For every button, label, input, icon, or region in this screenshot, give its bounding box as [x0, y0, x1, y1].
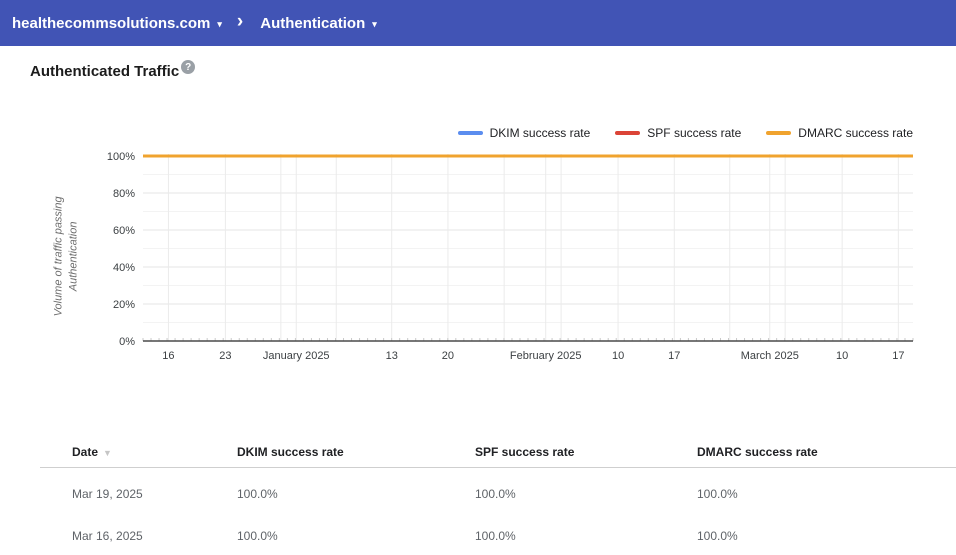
table-row-date: Mar 16, 2025 [72, 529, 143, 543]
table-header-label: DMARC success rate [697, 445, 818, 459]
section-selector-authentication[interactable]: Authentication ▾ [260, 15, 377, 32]
legend-label: SPF success rate [647, 126, 742, 140]
breadcrumb-chevron-icon: › [236, 11, 244, 32]
x-tick-label: 23 [219, 350, 231, 362]
domain-selector-label: healthecommsolutions.com [12, 14, 211, 32]
table-row-value: 100.0% [697, 529, 738, 543]
y-tick-label: 60% [113, 225, 135, 237]
table-header-label: Date [72, 445, 99, 459]
page-title: Authenticated Traffic [30, 63, 180, 80]
legend-swatch-icon [766, 131, 792, 135]
help-icon[interactable]: ? [181, 60, 196, 74]
table-header-label: DKIM success rate [237, 445, 344, 459]
legend-item: DMARC success rate [766, 126, 913, 140]
x-tick-label: 17 [668, 350, 680, 362]
y-tick-label: 0% [119, 336, 135, 348]
table-row-value: 100.0% [697, 487, 738, 501]
x-tick-label: January 2025 [263, 350, 330, 362]
table-header-divider [40, 467, 956, 468]
x-tick-label: 16 [162, 350, 174, 362]
caret-down-icon: ▾ [372, 18, 377, 29]
chart-legend: DKIM success rate SPF success rate DMARC s… [457, 126, 913, 140]
caret-down-icon: ▾ [217, 18, 222, 29]
y-tick-label: 20% [113, 299, 135, 311]
table-header-dkim-success-rate: DKIM success rate [237, 445, 344, 459]
legend-swatch-icon [457, 131, 483, 135]
section-selector-label: Authentication [260, 14, 366, 32]
domain-selector[interactable]: healthecommsolutions.com ▾ [12, 15, 222, 32]
x-tick-label: 17 [892, 350, 904, 362]
table-row-date: Mar 19, 2025 [72, 487, 143, 501]
table-row-value: 100.0% [237, 529, 278, 543]
x-tick-label: 10 [612, 350, 624, 362]
legend-swatch-icon [615, 131, 641, 135]
table-header-dmarc-success-rate: DMARC success rate [697, 445, 818, 459]
legend-item: DKIM success rate [457, 126, 591, 140]
authenticated-traffic-chart: 0% 20% 40% 60% 80% 100% 16 23 January 2025 13 20 Fe… [107, 151, 914, 362]
x-tick-label: February 2025 [510, 350, 582, 362]
x-tick-label: 13 [386, 350, 398, 362]
y-tick-label: 80% [113, 188, 135, 200]
table-header-date[interactable]: Date ▼ [72, 445, 112, 459]
x-tick-label: March 2025 [741, 350, 799, 362]
table-row-value: 100.0% [475, 529, 516, 543]
sort-descending-icon: ▼ [103, 448, 112, 458]
table-row-value: 100.0% [237, 487, 278, 501]
legend-label: DMARC success rate [798, 126, 913, 140]
top-nav-bar: healthecommsolutions.com ▾ › Authenticat… [0, 0, 956, 46]
title-row: Authenticated Traffic ? [30, 60, 196, 81]
y-tick-label: 100% [107, 151, 135, 163]
legend-item: SPF success rate [615, 126, 741, 140]
gridlines [143, 154, 913, 341]
legend-label: DKIM success rate [489, 126, 591, 140]
table-header-spf-success-rate: SPF success rate [475, 445, 574, 459]
table-row-value: 100.0% [475, 487, 516, 501]
x-tick-label: 10 [836, 350, 848, 362]
x-tick-label: 20 [442, 350, 454, 362]
y-tick-label: 40% [113, 262, 135, 274]
table-header-label: SPF success rate [475, 445, 575, 459]
